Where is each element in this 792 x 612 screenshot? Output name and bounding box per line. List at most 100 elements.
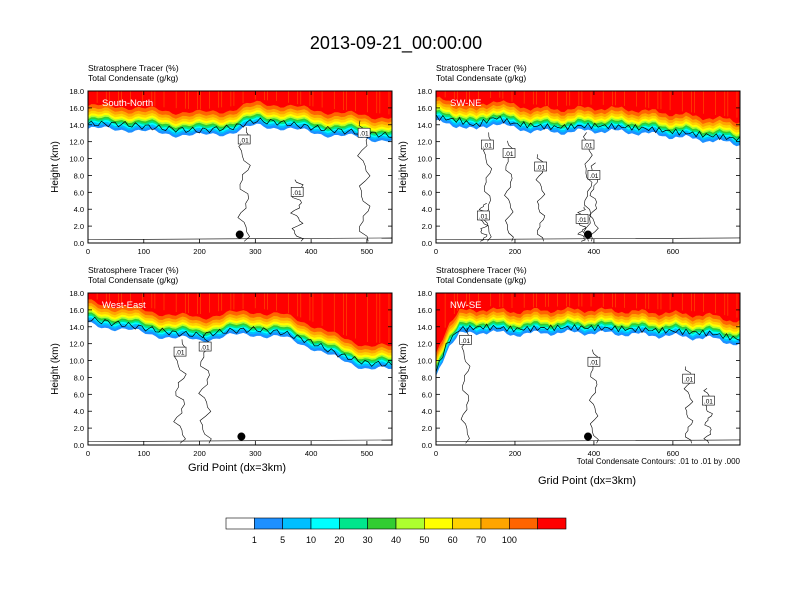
panel-name: NW-SE <box>450 300 482 311</box>
y-tick-label: 4.0 <box>422 205 432 214</box>
condensate-contour <box>482 132 493 242</box>
panel-heading-tracer: Stratosphere Tracer (%) <box>88 63 179 73</box>
x-tick-label: 100 <box>138 449 151 458</box>
contour-label-box <box>502 148 516 158</box>
y-tick-label: 14.0 <box>69 121 84 130</box>
x-tick-label: 300 <box>249 247 262 256</box>
contour-label-box <box>198 341 212 352</box>
x-tick-label: 200 <box>509 247 522 256</box>
x-tick-label: 600 <box>667 247 680 256</box>
panel-heading-condensate: Total Condensate (g/kg) <box>88 275 178 285</box>
contour-label: .01 <box>240 137 249 144</box>
y-tick-label: 2.0 <box>422 424 432 433</box>
colorbar-label: 1 <box>252 535 257 545</box>
tropopause-contour <box>436 323 740 373</box>
contour-label-box <box>581 139 595 150</box>
surface-contour <box>88 237 392 240</box>
condensate-contour <box>460 327 471 444</box>
y-tick-label: 18.0 <box>69 87 84 96</box>
y-tick-label: 8.0 <box>422 171 432 180</box>
colorbar-swatch <box>254 517 283 530</box>
y-tick-label: 10.0 <box>417 357 432 366</box>
contour-label: .01 <box>684 377 693 384</box>
condensate-contour <box>577 206 588 242</box>
contour-label-box <box>587 356 601 367</box>
chart-title: 2013-09-21_00:00:00 <box>310 33 482 54</box>
panel-west-east: .01 .01 0.0 2.0 4.0 6.0 8.0 10.0 12.0 14.0 16.0 18.… <box>50 265 393 458</box>
colorbar: 1 5 10 20 30 40 50 60 70 100 <box>225 517 567 545</box>
contour-label-box <box>682 373 695 384</box>
surface-contour <box>436 237 740 240</box>
colorbar-label: 60 <box>448 535 458 545</box>
contour-label-box <box>459 334 472 345</box>
colorbar-swatch <box>509 517 538 530</box>
location-marker <box>235 230 244 239</box>
condensate-contour <box>198 334 212 444</box>
contour-label-box <box>481 139 494 150</box>
contour-label-box <box>237 134 251 145</box>
y-tick-label: 12.0 <box>69 138 84 147</box>
panel-name: SW-NE <box>450 98 482 109</box>
contour-label: .01 <box>176 350 185 357</box>
colorbar-label: 10 <box>306 535 316 545</box>
location-marker <box>584 432 592 441</box>
y-tick-label: 2.0 <box>74 424 84 433</box>
y-tick-label: 18.0 <box>69 289 84 298</box>
x-tick-label: 0 <box>86 449 90 458</box>
contour-label-box <box>477 210 490 221</box>
y-tick-label: 4.0 <box>74 205 84 214</box>
y-tick-label: 16.0 <box>417 104 432 113</box>
y-tick-label: 16.0 <box>417 306 432 315</box>
condensate-contour <box>478 203 489 242</box>
contour-label: .01 <box>201 345 210 352</box>
contour-label: .01 <box>536 165 545 172</box>
panel-heading-condensate: Total Condensate (g/kg) <box>436 73 526 83</box>
surface-contour <box>436 439 740 442</box>
contour-label-box <box>173 346 187 357</box>
panel-heading-tracer: Stratosphere Tracer (%) <box>436 63 527 73</box>
x-tick-label: 200 <box>509 449 522 458</box>
condensate-contour <box>583 132 593 242</box>
y-tick-label: 8.0 <box>422 373 432 382</box>
colorbar-label: 50 <box>419 535 429 545</box>
y-tick-label: 8.0 <box>74 373 84 382</box>
contour-label-box <box>534 161 547 172</box>
contour-label: .01 <box>360 131 369 138</box>
y-axis-label: Height (km) <box>398 141 409 193</box>
condensate-contour <box>173 339 187 444</box>
y-tick-label: 4.0 <box>422 407 432 416</box>
colorbar-swatch <box>339 517 368 530</box>
y-tick-label: 14.0 <box>417 323 432 332</box>
x-tick-label: 0 <box>434 449 438 458</box>
panel-heading-tracer: Stratosphere Tracer (%) <box>436 265 527 275</box>
panel-nw-se: .01 .01 .01 .01 0.0 2.0 4.0 6.0 8.0 10.0 12.0 14.0 1… <box>398 265 741 458</box>
y-tick-label: 4.0 <box>74 407 84 416</box>
x-tick-label: 500 <box>361 247 374 256</box>
y-axis-label: Height (km) <box>398 343 409 395</box>
plot-frame <box>435 90 741 244</box>
panel-name: West-East <box>102 300 146 311</box>
colorbar-swatch <box>395 517 425 530</box>
surface-contour <box>88 439 392 442</box>
tropopause-contour <box>88 316 392 367</box>
plot-frame <box>435 292 741 446</box>
x-axis-label-left: Grid Point (dx=3km) <box>188 462 286 474</box>
y-tick-label: 10.0 <box>69 357 84 366</box>
contour-label: .01 <box>505 151 514 158</box>
colorbar-swatch <box>424 517 453 530</box>
contour-label-box <box>587 170 601 180</box>
colorbar-swatch <box>537 517 567 530</box>
colorbar-swatch <box>452 517 482 530</box>
y-tick-label: 8.0 <box>74 171 84 180</box>
y-tick-label: 16.0 <box>69 306 84 315</box>
colorbar-swatch <box>480 517 510 530</box>
location-marker <box>584 230 592 239</box>
colorbar-label: 30 <box>363 535 373 545</box>
tropopause-contour <box>436 114 740 142</box>
y-tick-label: 14.0 <box>69 323 84 332</box>
y-tick-label: 6.0 <box>422 188 432 197</box>
y-tick-label: 0.0 <box>422 239 432 248</box>
y-tick-label: 12.0 <box>69 340 84 349</box>
y-tick-label: 12.0 <box>417 138 432 147</box>
contour-label: .01 <box>293 190 302 197</box>
